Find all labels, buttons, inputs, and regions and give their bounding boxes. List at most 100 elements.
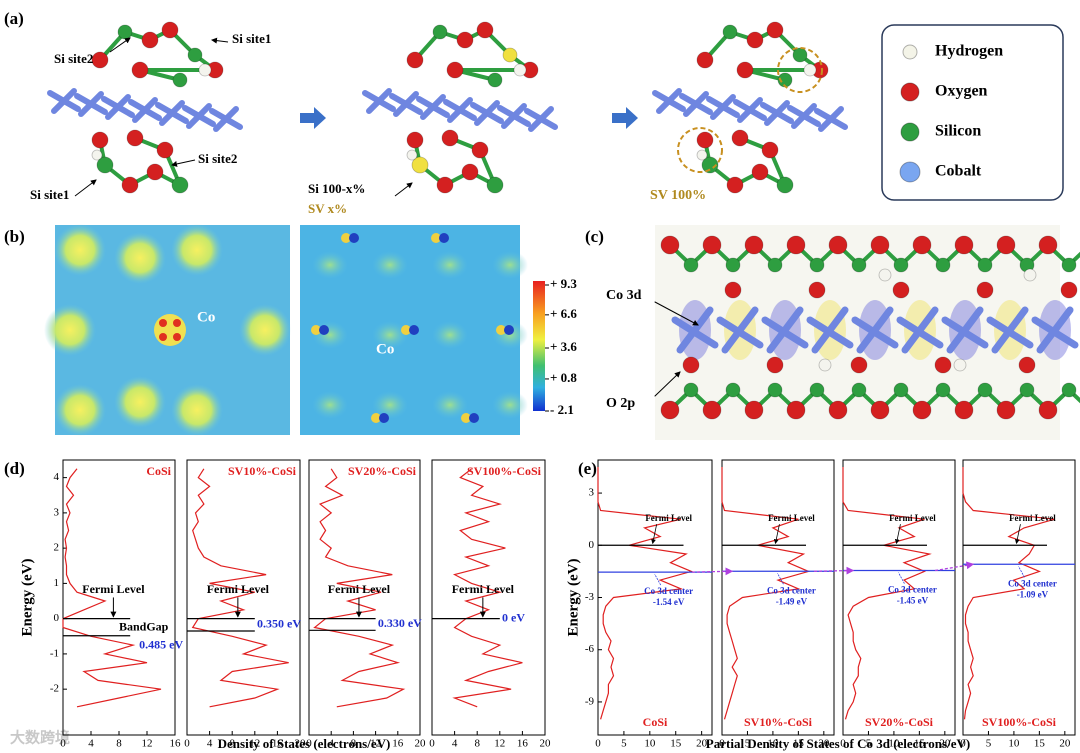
x-tick-label: 0 bbox=[719, 738, 725, 750]
density-blob bbox=[171, 224, 223, 276]
atom bbox=[996, 235, 1016, 255]
center-value: -1.45 eV bbox=[897, 596, 929, 606]
atom bbox=[411, 156, 429, 174]
plot-frame bbox=[62, 459, 176, 736]
bond bbox=[132, 97, 158, 123]
pointer bbox=[109, 37, 131, 53]
bond bbox=[818, 106, 844, 132]
pointer bbox=[74, 179, 97, 197]
legend-label: Hydrogen bbox=[935, 43, 1003, 60]
atom bbox=[1061, 382, 1077, 398]
center-shift bbox=[813, 566, 855, 575]
y-tick-label: 4 bbox=[54, 471, 60, 483]
y-tick-label: -6 bbox=[585, 643, 595, 655]
panel-a: Si site2 Si site1 Si site2 Si site1 Si 100-x… bbox=[30, 21, 1064, 216]
density-blob bbox=[312, 391, 348, 419]
annotation: SV x% bbox=[308, 201, 347, 216]
legend-swatch bbox=[900, 122, 920, 142]
bond bbox=[991, 306, 1029, 354]
x-tick-label: 10 bbox=[644, 738, 656, 750]
x-tick-label: 4 bbox=[207, 738, 213, 750]
density-lobe bbox=[311, 325, 321, 335]
atom bbox=[1023, 268, 1037, 282]
colorbar-label: + 0.8 bbox=[550, 370, 577, 385]
fermi-label: Fermi Level bbox=[328, 582, 391, 596]
bond bbox=[213, 106, 239, 132]
fermi-label: Fermi Level bbox=[207, 582, 270, 596]
plot-frame bbox=[721, 459, 835, 736]
density-blob bbox=[114, 232, 166, 284]
x-tick-label: 4 bbox=[88, 738, 94, 750]
atom bbox=[724, 281, 742, 299]
x-tick-label: 5 bbox=[986, 738, 992, 750]
atom bbox=[746, 31, 764, 49]
fermi-label: Fermi Level bbox=[452, 582, 515, 596]
atom bbox=[456, 31, 474, 49]
atom bbox=[870, 400, 890, 420]
density-blob bbox=[54, 224, 106, 276]
density-lobe bbox=[401, 325, 411, 335]
pointer bbox=[777, 573, 784, 585]
density-blob bbox=[492, 251, 528, 279]
x-axis-label: Density of States (electrons/eV) bbox=[218, 736, 391, 751]
density-lobe bbox=[159, 319, 167, 327]
atom bbox=[731, 129, 749, 147]
atom bbox=[696, 51, 714, 69]
bond bbox=[791, 103, 817, 129]
colorbar-label: + 9.3 bbox=[550, 276, 577, 291]
atom bbox=[171, 176, 189, 194]
bond bbox=[1036, 306, 1074, 354]
fermi-label: Fermi Level bbox=[1009, 513, 1056, 523]
dos-curve bbox=[62, 468, 162, 708]
x-tick-label: 0 bbox=[840, 738, 846, 750]
atom bbox=[935, 257, 951, 273]
plot-frame bbox=[308, 459, 421, 736]
atom bbox=[696, 149, 708, 161]
x-tick-label: 0 bbox=[306, 738, 312, 750]
orbital-label: Co 3d bbox=[606, 288, 642, 303]
x-tick-label: 8 bbox=[351, 738, 357, 750]
y-axis-label: Energy (eV) bbox=[19, 559, 35, 637]
density-center bbox=[154, 314, 186, 346]
fermi-label: Fermi Level bbox=[645, 513, 692, 523]
density-lobe bbox=[496, 325, 506, 335]
x-tick-label: 8 bbox=[474, 738, 480, 750]
atom bbox=[996, 400, 1016, 420]
y-axis-label: Energy (eV) bbox=[565, 559, 581, 637]
pointer bbox=[894, 524, 901, 545]
x-tick-label: 5 bbox=[866, 738, 872, 750]
atom bbox=[893, 382, 909, 398]
dos-curve bbox=[452, 468, 523, 708]
density-blob bbox=[372, 251, 408, 279]
atom bbox=[146, 163, 164, 181]
gap-value: 0.350 eV bbox=[257, 617, 301, 631]
atom bbox=[406, 131, 424, 149]
atom bbox=[744, 235, 764, 255]
panel-title: SV100%-CoSi bbox=[982, 715, 1057, 729]
x-tick-label: 0 bbox=[595, 738, 601, 750]
density-blob bbox=[372, 321, 408, 349]
center-label: Co 3d center bbox=[767, 585, 816, 595]
plot-frame bbox=[962, 459, 1076, 736]
atom bbox=[187, 47, 203, 63]
density-lobe bbox=[431, 233, 441, 243]
bandgap-label: BandGap bbox=[119, 620, 169, 634]
x-tick-label: 10 bbox=[1008, 738, 1020, 750]
atom bbox=[446, 61, 464, 79]
annotation: Si site2 bbox=[54, 51, 93, 66]
atom bbox=[912, 235, 932, 255]
atom bbox=[803, 63, 817, 77]
atom bbox=[702, 400, 722, 420]
pointer bbox=[394, 182, 413, 197]
density-lobe bbox=[469, 413, 479, 423]
atom bbox=[766, 356, 784, 374]
atom bbox=[486, 176, 504, 194]
atom bbox=[766, 21, 784, 39]
center-label: Co 3d center bbox=[1008, 578, 1057, 588]
y-tick-label: -9 bbox=[585, 695, 595, 707]
x-tick-label: 16 bbox=[517, 738, 529, 750]
atom bbox=[660, 235, 680, 255]
center-value: -1.09 eV bbox=[1017, 589, 1049, 599]
atom bbox=[892, 281, 910, 299]
annotation: SV 100% bbox=[650, 188, 706, 203]
